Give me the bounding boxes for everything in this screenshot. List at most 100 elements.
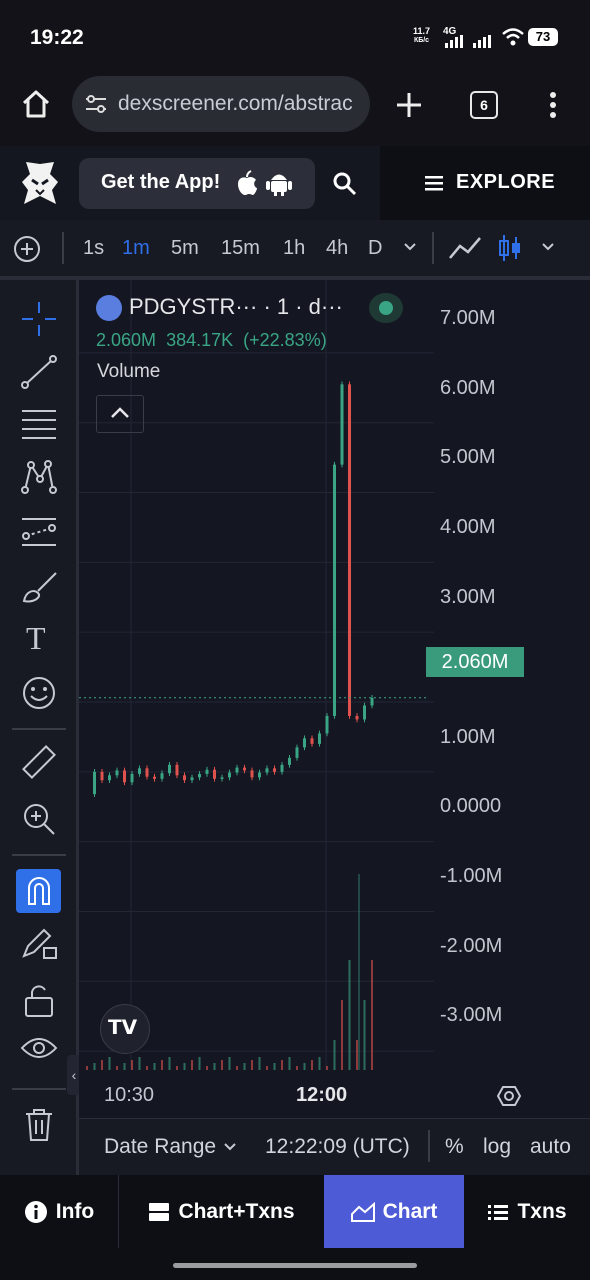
tab-info-label: Info bbox=[55, 1199, 95, 1223]
tab-txns-label: Txns bbox=[517, 1199, 567, 1223]
volume-bar bbox=[108, 1057, 111, 1070]
fib-retracement-icon[interactable] bbox=[20, 407, 58, 441]
timestamp[interactable]: 12:22:09 (UTC) bbox=[265, 1135, 410, 1158]
line-chart-icon[interactable] bbox=[448, 236, 482, 260]
volume-bar bbox=[153, 1063, 156, 1070]
volume-bar bbox=[146, 1066, 148, 1070]
percent-toggle[interactable]: % bbox=[445, 1135, 464, 1158]
collapse-legend-button[interactable] bbox=[96, 395, 144, 433]
ruler-icon[interactable] bbox=[20, 744, 58, 782]
trendline-icon[interactable] bbox=[20, 354, 58, 390]
volume-bar bbox=[221, 1060, 223, 1070]
tab-chart-txns[interactable]: Chart+Txns bbox=[119, 1175, 324, 1248]
candle-body bbox=[160, 773, 164, 779]
timeframe-dropdown-icon[interactable] bbox=[403, 242, 417, 252]
chevron-down-icon[interactable] bbox=[223, 1142, 237, 1152]
volume-bar bbox=[341, 1000, 343, 1070]
search-icon[interactable] bbox=[332, 171, 358, 197]
log-toggle[interactable]: log bbox=[483, 1135, 512, 1158]
timeframe-15m[interactable]: 15m bbox=[221, 237, 260, 259]
pattern-icon[interactable] bbox=[20, 459, 58, 495]
timeframe-d[interactable]: D bbox=[368, 237, 383, 259]
volume-bar bbox=[288, 1057, 291, 1070]
crosshair-icon[interactable] bbox=[20, 300, 58, 338]
tab-switcher-button[interactable]: 6 bbox=[470, 91, 498, 119]
info-icon bbox=[24, 1200, 47, 1223]
volume-bar bbox=[303, 1063, 306, 1070]
symbol-label[interactable]: PDGYSTR··· · 1 · d··· bbox=[129, 294, 343, 319]
home-indicator[interactable] bbox=[173, 1263, 417, 1268]
new-tab-icon[interactable] bbox=[395, 91, 423, 119]
chart-toolbar bbox=[0, 220, 590, 280]
chart-type-dropdown-icon[interactable] bbox=[541, 242, 555, 252]
candle-body bbox=[288, 757, 291, 765]
candlestick-icon[interactable] bbox=[498, 233, 522, 263]
candle-body bbox=[228, 772, 231, 778]
add-indicator-icon[interactable] bbox=[12, 234, 42, 264]
status-bar bbox=[0, 0, 590, 72]
candle-body bbox=[190, 777, 194, 781]
tools-divider bbox=[12, 728, 66, 730]
timeframe-5m[interactable]: 5m bbox=[171, 237, 199, 259]
timeframe-1s[interactable]: 1s bbox=[83, 237, 105, 259]
candle-body bbox=[258, 772, 261, 778]
volume-bar bbox=[131, 1060, 133, 1070]
timeframe-1h[interactable]: 1h bbox=[283, 237, 306, 259]
apple-icon bbox=[238, 170, 257, 195]
collapse-panel-icon[interactable]: ‹ bbox=[67, 1055, 81, 1095]
candle-body bbox=[115, 770, 119, 776]
timeframe-1m[interactable]: 1m bbox=[122, 237, 150, 259]
brush-icon[interactable] bbox=[20, 569, 60, 605]
forecast-icon[interactable] bbox=[20, 514, 58, 550]
candle-body bbox=[153, 776, 156, 779]
candle-body bbox=[168, 764, 171, 774]
x-axis-label: 10:30 bbox=[104, 1084, 155, 1106]
status-time: 19:22 bbox=[30, 26, 84, 49]
tab-info[interactable]: Info bbox=[0, 1175, 118, 1248]
tab-txns[interactable]: Txns bbox=[464, 1175, 590, 1248]
volume-bar bbox=[258, 1057, 261, 1070]
y-axis-label: 1.00M bbox=[440, 726, 496, 748]
volume-bar bbox=[116, 1066, 118, 1070]
tools-divider bbox=[12, 854, 66, 856]
candle-body bbox=[220, 777, 224, 779]
home-icon[interactable] bbox=[20, 88, 52, 120]
tradingview-logo[interactable] bbox=[100, 1004, 150, 1054]
market-status-dot bbox=[379, 301, 393, 315]
magnet-button[interactable] bbox=[16, 869, 61, 913]
date-range-button[interactable]: Date Range bbox=[104, 1135, 217, 1158]
address-bar[interactable] bbox=[72, 76, 370, 132]
volume-bar bbox=[176, 1066, 178, 1070]
explore-button[interactable] bbox=[380, 146, 590, 220]
trash-icon[interactable] bbox=[24, 1108, 54, 1142]
more-menu-icon[interactable] bbox=[546, 90, 560, 120]
toolbar-divider bbox=[432, 232, 434, 264]
volume-bar bbox=[191, 1060, 193, 1070]
zoom-in-icon[interactable] bbox=[20, 800, 58, 838]
volume-bar bbox=[311, 1060, 313, 1070]
volume-bar bbox=[138, 1057, 141, 1070]
candle-body bbox=[130, 773, 134, 783]
url-text[interactable]: dexscreener.com/abstrac bbox=[118, 92, 353, 115]
volume-bar bbox=[333, 1040, 336, 1070]
tab-chart[interactable]: Chart bbox=[324, 1175, 464, 1248]
text-tool-icon[interactable]: T bbox=[26, 620, 46, 656]
volume-label: Volume bbox=[97, 361, 161, 382]
emoji-icon[interactable] bbox=[20, 674, 58, 712]
settings-icon[interactable] bbox=[497, 1084, 521, 1108]
visibility-icon[interactable] bbox=[20, 1034, 60, 1068]
current-price-tag: 2.060M bbox=[426, 647, 524, 677]
candle-body bbox=[198, 773, 201, 778]
auto-toggle[interactable]: auto bbox=[530, 1135, 571, 1158]
draw-mode-icon[interactable] bbox=[20, 926, 60, 962]
tools-divider bbox=[12, 1088, 66, 1090]
network-type: 4G bbox=[443, 26, 457, 37]
volume-bar bbox=[273, 1063, 276, 1070]
candle-body bbox=[348, 384, 351, 716]
site-settings-icon[interactable] bbox=[84, 94, 108, 114]
timeframe-4h[interactable]: 4h bbox=[326, 237, 349, 259]
lock-icon[interactable] bbox=[22, 982, 56, 1018]
dexscreener-logo[interactable] bbox=[18, 160, 62, 210]
candle-body bbox=[318, 733, 321, 744]
x-axis-label: 12:00 bbox=[296, 1084, 348, 1106]
